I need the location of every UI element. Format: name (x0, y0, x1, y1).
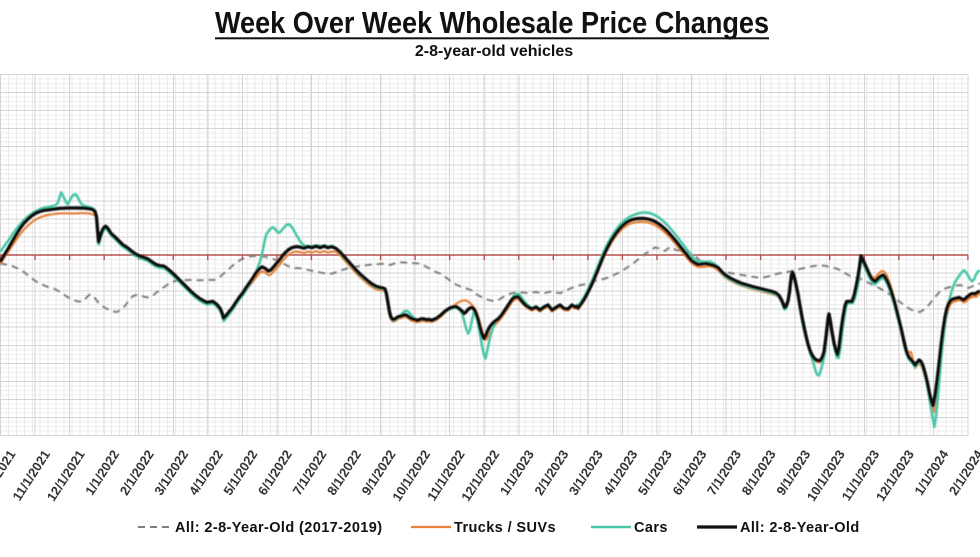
svg-text:2-8-year-old vehicles: 2-8-year-old vehicles (415, 43, 573, 60)
svg-text:Week Over Week Wholesale Price: Week Over Week Wholesale Price Changes (215, 5, 769, 40)
svg-text:Trucks / SUVs: Trucks / SUVs (454, 520, 556, 536)
svg-text:All: 2-8-Year-Old: All: 2-8-Year-Old (740, 520, 860, 536)
svg-text:Cars: Cars (634, 520, 668, 536)
svg-text:All: 2-8-Year-Old (2017-2019): All: 2-8-Year-Old (2017-2019) (175, 520, 382, 536)
